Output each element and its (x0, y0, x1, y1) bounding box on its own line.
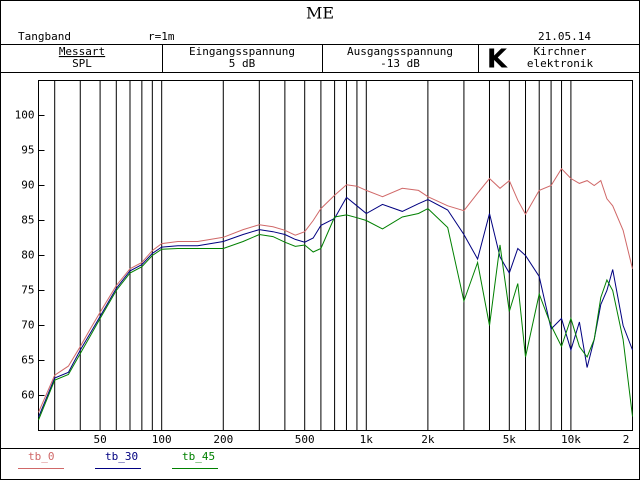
y-tick-label: 90 (21, 179, 34, 192)
field-label: Eingangsspannung (189, 45, 295, 58)
y-tick-label: 100 (15, 109, 35, 122)
title: ME (306, 4, 334, 23)
y-tick-label: 75 (21, 284, 34, 297)
company: Kirchner (534, 45, 587, 58)
x-tick-label: 2 (623, 433, 630, 446)
field-value: 5 dB (229, 57, 256, 70)
header-left: Tangband (18, 30, 71, 43)
header-middle: r=1m (148, 30, 175, 43)
company: elektronik (527, 57, 594, 70)
x-tick-label: 5k (503, 433, 517, 446)
series-line (38, 167, 633, 413)
x-tick-label: 1k (360, 433, 374, 446)
header-date: 21.05.14 (538, 30, 591, 43)
y-tick-label: 65 (21, 354, 34, 367)
field-value: -13 dB (380, 57, 420, 70)
logo: K (487, 45, 508, 75)
y-tick-label: 85 (21, 214, 34, 227)
field-label: Messart (59, 45, 105, 58)
x-tick-label: 10k (561, 433, 581, 446)
y-tick-label: 95 (21, 144, 34, 157)
x-tick-label: 500 (295, 433, 315, 446)
field-value: SPL (72, 57, 92, 70)
plot-frame (38, 80, 633, 431)
x-tick-label: 100 (152, 433, 172, 446)
series-line (38, 207, 633, 421)
y-tick-label: 70 (21, 319, 34, 332)
legend-label: tb_30 (105, 450, 138, 463)
y-tick-label: 60 (21, 389, 34, 402)
x-tick-label: 200 (213, 433, 233, 446)
legend-label: tb_45 (182, 450, 215, 463)
legend-label: tb_0 (28, 450, 55, 463)
x-tick-label: 50 (93, 433, 106, 446)
series-line (38, 196, 633, 418)
field-label: Ausgangsspannung (347, 45, 453, 58)
x-tick-label: 2k (421, 433, 435, 446)
y-tick-label: 80 (21, 249, 34, 262)
